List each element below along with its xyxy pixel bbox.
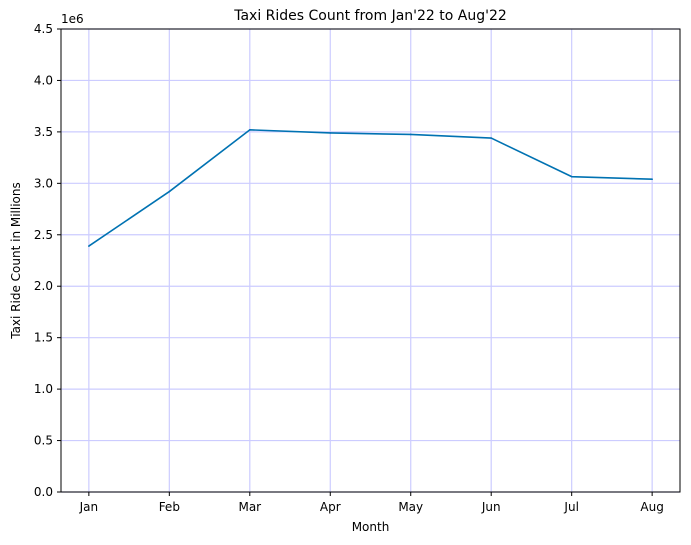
data-point: [409, 133, 412, 136]
x-tick-label: May: [398, 500, 423, 514]
series-line: [88, 129, 653, 247]
y-axis-label: Taxi Ride Count in Millions: [9, 182, 23, 340]
axis-ticks: Jan Feb Mar Apr May Jun Jul Aug 0.0 0.5 1.0 1.5 2.0 2…: [34, 22, 664, 514]
y-tick-label: 1.5: [34, 331, 53, 345]
y-tick-label: 0.0: [34, 485, 53, 499]
y-tick-label: 0.5: [34, 434, 53, 448]
x-tick-label: Feb: [159, 500, 180, 514]
y-axis-offset-label: 1e6: [61, 12, 84, 26]
x-axis-label: Month: [352, 520, 390, 534]
x-tick-label: Mar: [238, 500, 261, 514]
chart-title: Taxi Rides Count from Jan'22 to Aug'22: [233, 8, 507, 24]
data-point: [248, 129, 251, 131]
y-tick-label: 1.0: [34, 382, 53, 396]
y-tick-label: 3.0: [34, 176, 53, 190]
x-tick-label: Jun: [481, 500, 501, 514]
x-tick-label: Apr: [320, 500, 341, 514]
data-point: [329, 132, 332, 134]
y-tick-label: 4.5: [34, 22, 53, 36]
data-point: [570, 175, 573, 178]
grid-lines: [61, 28, 680, 493]
data-point: [651, 178, 653, 181]
data-point: [168, 190, 171, 193]
x-tick-label: Jan: [79, 500, 99, 514]
y-tick-label: 2.5: [34, 228, 53, 242]
y-tick-label: 4.0: [34, 73, 53, 87]
plot-frame: [60, 28, 681, 493]
y-tick-label: 3.5: [34, 125, 53, 139]
y-tick-label: 2.0: [34, 279, 53, 293]
x-tick-label: Jul: [563, 500, 578, 514]
data-point: [490, 137, 493, 139]
x-tick-label: Aug: [640, 500, 663, 514]
data-point: [88, 245, 90, 247]
series-lines: [88, 129, 653, 247]
